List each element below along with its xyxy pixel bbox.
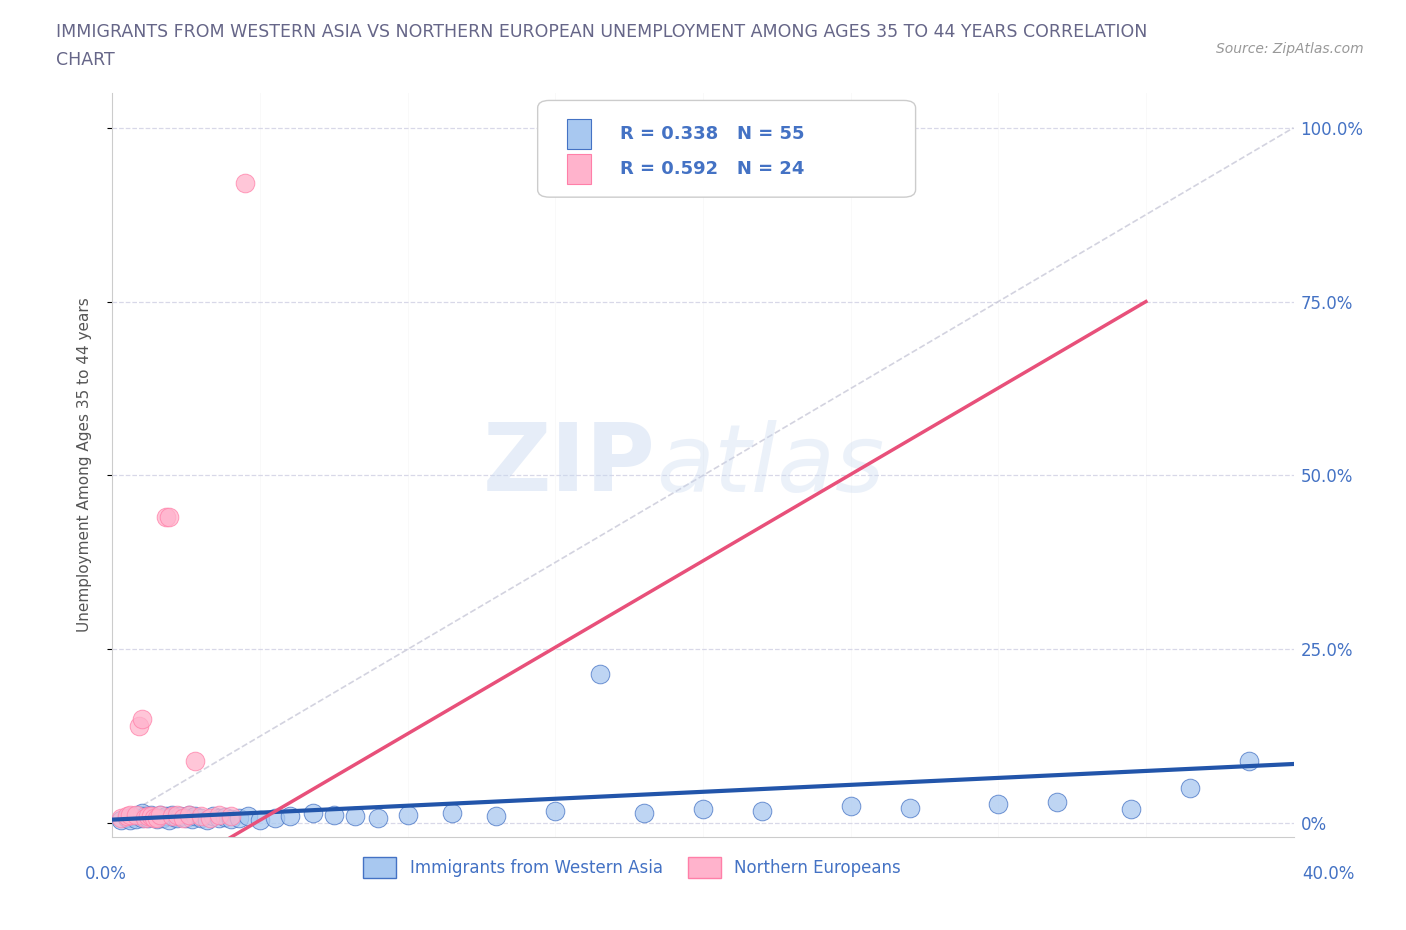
Point: [128, 718, 150, 733]
Point: [184, 753, 207, 768]
Point: [219, 809, 242, 824]
Point: [110, 810, 132, 825]
FancyBboxPatch shape: [537, 100, 915, 197]
Point: [1178, 781, 1201, 796]
Point: [898, 801, 921, 816]
Point: [160, 809, 183, 824]
Point: [122, 809, 145, 824]
Point: [588, 666, 610, 681]
Point: [1119, 802, 1142, 817]
Point: [131, 810, 153, 825]
Text: Source: ZipAtlas.com: Source: ZipAtlas.com: [1216, 42, 1364, 56]
Point: [172, 810, 194, 825]
Point: [152, 810, 174, 825]
Point: [136, 809, 159, 824]
Point: [367, 810, 389, 825]
Text: atlas: atlas: [655, 419, 884, 511]
Point: [302, 805, 325, 820]
Point: [134, 810, 156, 825]
Text: ZIP: ZIP: [482, 419, 655, 511]
Point: [142, 810, 165, 825]
Text: IMMIGRANTS FROM WESTERN ASIA VS NORTHERN EUROPEAN UNEMPLOYMENT AMONG AGES 35 TO : IMMIGRANTS FROM WESTERN ASIA VS NORTHERN…: [56, 23, 1147, 41]
Point: [149, 807, 172, 822]
Point: [125, 812, 148, 827]
Point: [633, 805, 655, 820]
Text: R = 0.338   N = 55: R = 0.338 N = 55: [620, 125, 804, 143]
Point: [228, 810, 250, 825]
Text: 40.0%: 40.0%: [1302, 865, 1355, 883]
Point: [238, 809, 260, 824]
Point: [179, 807, 201, 822]
Point: [839, 798, 862, 813]
Point: [249, 812, 271, 827]
Point: [134, 809, 156, 824]
Legend: Immigrants from Western Asia, Northern Europeans: Immigrants from Western Asia, Northern E…: [357, 851, 908, 884]
Point: [233, 176, 256, 191]
Point: [343, 809, 366, 824]
Point: [441, 805, 464, 820]
Point: [190, 809, 212, 824]
Point: [125, 807, 148, 822]
Point: [184, 809, 207, 824]
Text: R = 0.592   N = 24: R = 0.592 N = 24: [620, 160, 804, 178]
Point: [751, 804, 773, 818]
Point: [155, 510, 177, 525]
Point: [174, 810, 197, 825]
Point: [142, 809, 165, 824]
Point: [323, 807, 346, 822]
Point: [160, 807, 183, 822]
Point: [208, 807, 231, 822]
Text: 0.0%: 0.0%: [84, 865, 127, 883]
Point: [139, 807, 162, 822]
Point: [110, 812, 132, 827]
Point: [117, 809, 138, 824]
Point: [195, 812, 218, 827]
Point: [1046, 795, 1069, 810]
Point: [157, 510, 180, 525]
Point: [120, 807, 142, 822]
Point: [136, 811, 159, 826]
Point: [198, 810, 221, 825]
Point: [201, 809, 224, 824]
Point: [131, 711, 153, 726]
Point: [208, 811, 231, 826]
Point: [166, 811, 188, 826]
Text: CHART: CHART: [56, 51, 115, 69]
Point: [1239, 753, 1261, 768]
Point: [117, 810, 138, 825]
Point: [219, 812, 242, 827]
Point: [169, 809, 191, 824]
Point: [120, 813, 142, 828]
Point: [157, 812, 180, 827]
Point: [139, 809, 162, 824]
Point: [131, 805, 153, 820]
Point: [163, 809, 186, 824]
Y-axis label: Unemployment Among Ages 35 to 44 years: Unemployment Among Ages 35 to 44 years: [77, 298, 91, 632]
Point: [485, 809, 508, 824]
Point: [264, 810, 287, 825]
Point: [181, 812, 204, 827]
Point: [692, 802, 714, 817]
Point: [128, 807, 150, 822]
Point: [149, 808, 172, 823]
Point: [987, 796, 1010, 811]
Point: [396, 807, 419, 822]
Point: [166, 807, 188, 822]
Point: [179, 807, 201, 822]
Point: [278, 809, 301, 824]
Point: [190, 810, 212, 825]
Point: [146, 812, 169, 827]
Point: [155, 809, 177, 824]
Point: [146, 810, 169, 825]
Point: [544, 804, 567, 818]
Point: [214, 809, 236, 824]
